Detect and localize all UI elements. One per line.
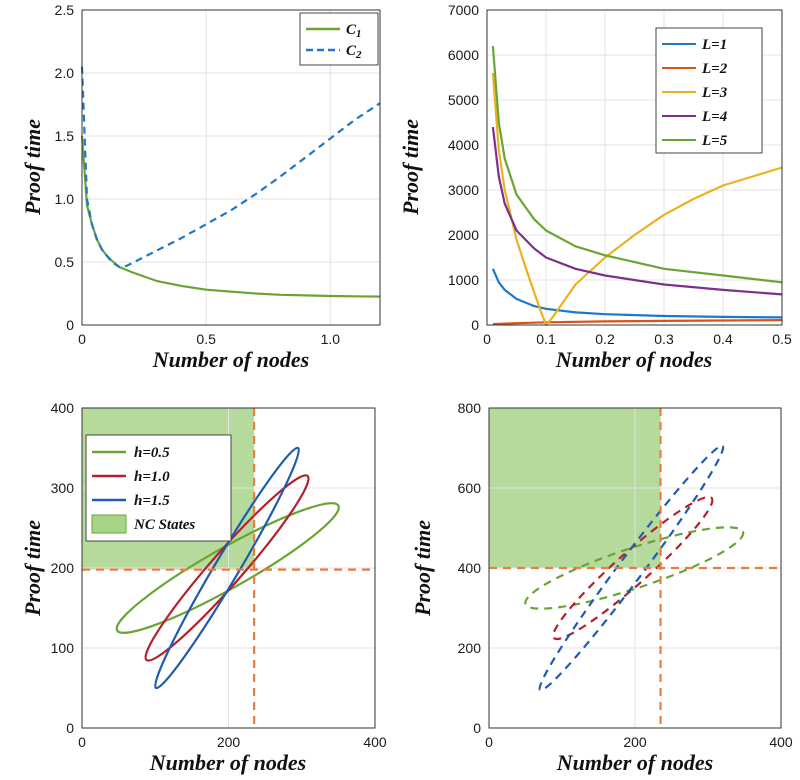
x-axis-label: Number of nodes bbox=[149, 750, 306, 775]
ellipse-2 bbox=[144, 474, 310, 662]
series-line-4 bbox=[491, 126, 783, 296]
y-tick-label: 1.0 bbox=[55, 191, 75, 207]
series-line-2 bbox=[80, 66, 381, 269]
legend: C1 C2 bbox=[299, 12, 379, 66]
x-tick-label: 0.1 bbox=[536, 331, 556, 347]
x-tick-label: 0 bbox=[483, 331, 491, 347]
y-tick-label: 7000 bbox=[448, 2, 479, 18]
x-tick-label: 400 bbox=[363, 734, 387, 750]
ellipse-1 bbox=[115, 502, 340, 634]
y-tick-label: 0 bbox=[66, 720, 74, 736]
plot-frame bbox=[488, 407, 782, 729]
x-tick-label: 200 bbox=[623, 734, 647, 750]
x-tick-label: 0 bbox=[485, 734, 493, 750]
legend-label-l2: L=2 bbox=[701, 61, 728, 77]
chart-dashed-ellipses: 0 200 400 0 200 400 600 800 Number of nodes Pro… bbox=[410, 400, 793, 775]
y-tick-label: 6000 bbox=[448, 47, 479, 63]
y-tick-label: 2.5 bbox=[55, 2, 75, 18]
legend-label-h05: h=0.5 bbox=[134, 445, 170, 461]
y-tick-label: 1.5 bbox=[55, 128, 75, 144]
y-axis-label: Proof time bbox=[398, 119, 423, 216]
y-tick-label: 2000 bbox=[448, 227, 479, 243]
y-tick-label: 0.5 bbox=[55, 254, 75, 270]
x-tick-label: 0.3 bbox=[654, 331, 674, 347]
series-line-1 bbox=[491, 268, 783, 319]
y-tick-label: 100 bbox=[51, 640, 75, 656]
y-tick-label: 1000 bbox=[448, 272, 479, 288]
x-tick-label: 0.5 bbox=[196, 331, 216, 347]
y-tick-label: 0 bbox=[473, 720, 481, 736]
y-tick-label: 4000 bbox=[448, 137, 479, 153]
x-axis-label: Number of nodes bbox=[555, 347, 712, 372]
y-tick-label: 200 bbox=[51, 560, 75, 576]
x-tick-label: 0 bbox=[78, 331, 86, 347]
chart-c1-c2: 0 0.5 1.000.51.01.52.02.5 Number of nodes … bbox=[20, 2, 381, 372]
legend-label-c1: C1 bbox=[346, 22, 362, 40]
legend-box bbox=[299, 12, 379, 66]
legend-label-l5: L=5 bbox=[701, 133, 728, 149]
y-tick-label: 0 bbox=[66, 317, 74, 333]
x-tick-label: 0.4 bbox=[713, 331, 733, 347]
y-tick-label: 800 bbox=[458, 400, 482, 416]
y-axis-label: Proof time bbox=[20, 520, 45, 617]
x-tick-label: 1.0 bbox=[321, 331, 341, 347]
y-tick-label: 2.0 bbox=[55, 65, 75, 81]
legend-label-h15: h=1.5 bbox=[134, 493, 170, 509]
x-tick-label: 0.5 bbox=[772, 331, 792, 347]
legend-label-c2: C2 bbox=[346, 43, 362, 61]
x-tick-label: 0 bbox=[78, 734, 86, 750]
legend-box bbox=[655, 27, 763, 154]
ellipse-1 bbox=[524, 526, 745, 610]
y-tick-label: 300 bbox=[51, 480, 75, 496]
series-line-5 bbox=[491, 45, 783, 284]
legend-label-l3: L=3 bbox=[701, 85, 728, 101]
x-tick-label: 200 bbox=[217, 734, 241, 750]
legend-label-l1: L=1 bbox=[701, 37, 727, 53]
y-tick-label: 3000 bbox=[448, 182, 479, 198]
plot-frame bbox=[81, 9, 381, 326]
x-tick-label: 400 bbox=[769, 734, 793, 750]
x-axis-label: Number of nodes bbox=[556, 750, 713, 775]
legend-swatch-nc-states bbox=[91, 514, 127, 534]
y-tick-label: 400 bbox=[51, 400, 75, 416]
y-axis-label: Proof time bbox=[410, 520, 435, 617]
y-axis-label: Proof time bbox=[20, 119, 45, 216]
legend: h=0.5 h=1.0 h=1.5 NC States bbox=[85, 434, 232, 542]
legend-label-h10: h=1.0 bbox=[134, 469, 170, 485]
series-line-1 bbox=[80, 135, 381, 298]
y-tick-label: 600 bbox=[458, 480, 482, 496]
plot-frame bbox=[486, 9, 783, 326]
y-tick-label: 200 bbox=[458, 640, 482, 656]
y-tick-label: 0 bbox=[471, 317, 479, 333]
y-tick-label: 400 bbox=[458, 560, 482, 576]
plot-frame bbox=[81, 407, 376, 729]
ellipse-2 bbox=[552, 495, 714, 641]
x-axis-label: Number of nodes bbox=[152, 347, 309, 372]
legend-label-nc-states: NC States bbox=[133, 517, 195, 533]
y-tick-label: 5000 bbox=[448, 92, 479, 108]
chart-l-series: 0 0.1 0.2 0.3 0.4 0.5 0 1000 2000 3000 4000 5000 600… bbox=[398, 2, 792, 372]
ellipse-3 bbox=[538, 444, 725, 692]
x-tick-label: 0.2 bbox=[595, 331, 615, 347]
chart-h-ellipses: 0 200 400 0 100 200 300 400 Number of nodes Pro… bbox=[20, 400, 387, 775]
legend: L=1 L=2 L=3 L=4 L=5 bbox=[655, 27, 763, 154]
legend-label-l4: L=4 bbox=[701, 109, 728, 125]
series-line-2 bbox=[492, 319, 783, 326]
ellipse-3 bbox=[154, 446, 300, 690]
